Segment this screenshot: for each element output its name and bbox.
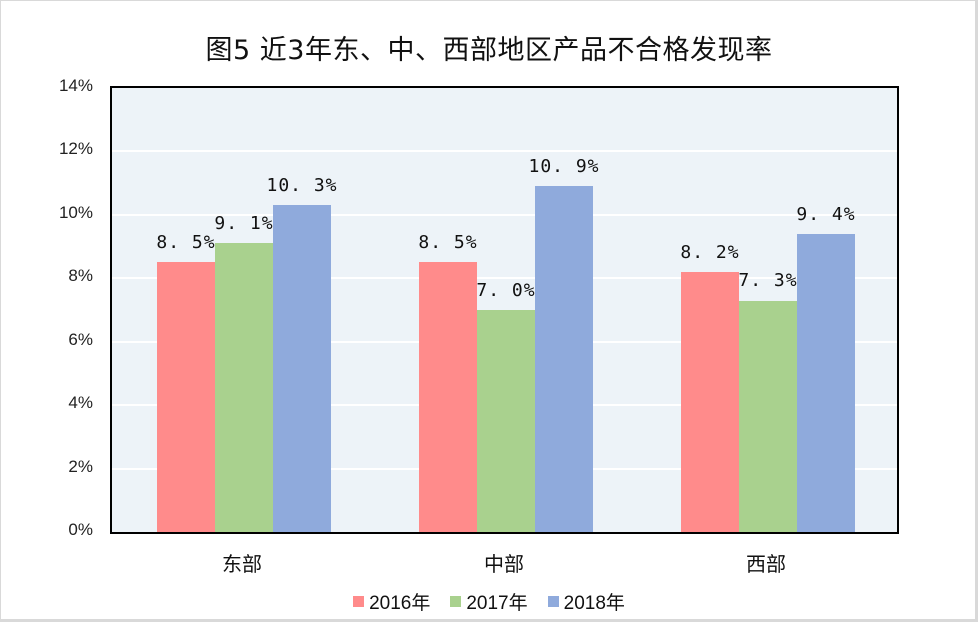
- y-tick-label: 2%: [68, 456, 93, 476]
- gridline: [112, 150, 897, 153]
- bar-central-2018: [535, 186, 593, 532]
- data-label: 7. 3%: [738, 270, 798, 292]
- data-label: 8. 5%: [156, 232, 216, 254]
- legend-swatch-icon: [353, 596, 365, 607]
- y-tick-label: 4%: [68, 393, 93, 413]
- x-category-label: 东部: [222, 552, 262, 576]
- bar-central-2017: [477, 310, 535, 532]
- bar-central-2016: [419, 262, 477, 532]
- x-category-label: 中部: [484, 552, 524, 576]
- y-tick-label: 0%: [68, 520, 93, 539]
- data-label: 10. 9%: [528, 156, 600, 178]
- legend-item-2018: 2018年: [547, 588, 625, 615]
- legend-swatch-icon: [547, 596, 559, 607]
- y-tick-label: 6%: [68, 329, 93, 349]
- y-tick-label: 10%: [58, 202, 93, 222]
- gridline: [112, 277, 897, 280]
- legend-item-2016: 2016年: [353, 588, 430, 615]
- gridline: [112, 213, 897, 216]
- data-label: 8. 2%: [680, 241, 740, 263]
- data-label: 7. 0%: [476, 280, 536, 301]
- data-label: 8. 5%: [418, 232, 478, 254]
- y-tick-label: 12%: [58, 139, 93, 159]
- data-label: 9. 4%: [796, 203, 856, 225]
- legend: 2016年 2017年 2018年: [0, 588, 978, 615]
- bar-east-2017: [215, 243, 273, 532]
- bar-east-2018: [273, 205, 331, 532]
- bar-west-2016: [681, 271, 739, 532]
- x-category-label: 西部: [746, 552, 786, 576]
- plot-area: 8. 5% 9. 1% 10. 3% 8. 5% 7. 0% 10. 9% 8. 2% 7. …: [110, 86, 899, 534]
- legend-swatch-icon: [450, 596, 462, 607]
- chart-title: 图5 近3年东、中、西部地区产品不合格发现率: [205, 35, 773, 66]
- bar-west-2017: [739, 300, 797, 532]
- y-tick-label: 14%: [58, 76, 93, 95]
- legend-label: 2016年: [369, 593, 431, 614]
- legend-item-2017: 2017年: [450, 588, 528, 615]
- bar-east-2016: [157, 262, 215, 532]
- y-tick-label: 8%: [68, 266, 93, 286]
- data-label: 9. 1%: [214, 213, 274, 235]
- legend-label: 2017年: [466, 593, 528, 614]
- bar-west-2018: [797, 233, 855, 532]
- legend-label: 2018年: [563, 593, 625, 614]
- data-label: 10. 3%: [266, 175, 338, 197]
